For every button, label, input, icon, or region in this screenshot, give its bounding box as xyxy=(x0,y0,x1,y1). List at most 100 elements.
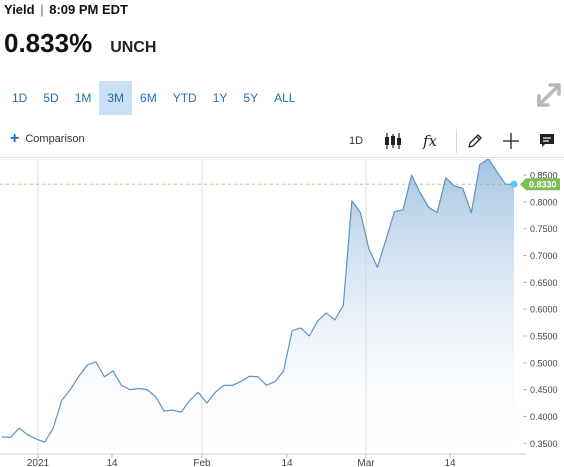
data-point xyxy=(445,177,447,179)
y-tick-label: 0.8500 xyxy=(530,171,558,181)
last-value-badge xyxy=(520,178,560,191)
y-tick-label: 0.7000 xyxy=(530,251,558,261)
chart-toolbar: + Comparison 1D fx xyxy=(0,124,564,158)
data-point xyxy=(206,402,208,404)
data-point xyxy=(334,319,336,321)
data-point xyxy=(368,248,370,250)
data-point xyxy=(351,200,353,202)
comparison-button[interactable]: + Comparison xyxy=(10,130,85,147)
y-tick-label: 0.5000 xyxy=(530,358,558,368)
data-point xyxy=(325,312,327,314)
function-icon[interactable]: fx xyxy=(418,130,442,152)
data-point xyxy=(453,185,455,187)
data-point xyxy=(95,361,97,363)
y-tick-label: 0.3500 xyxy=(530,439,558,449)
candlestick-icon[interactable] xyxy=(382,130,404,152)
range-tab-ytd[interactable]: YTD xyxy=(172,91,197,105)
range-tab-all[interactable]: ALL xyxy=(274,91,296,105)
range-tab-1y[interactable]: 1Y xyxy=(212,91,228,105)
crosshair-icon[interactable] xyxy=(500,130,522,152)
price-change: UNCH xyxy=(110,39,157,56)
data-point xyxy=(78,375,80,377)
last-price: 0.833% xyxy=(4,28,93,58)
interval-selector[interactable]: 1D xyxy=(348,135,364,147)
price-row: 0.833% UNCH xyxy=(4,28,156,59)
header-separator: | xyxy=(40,2,44,17)
quote-timestamp: 8:09 PM EDT xyxy=(49,2,128,17)
x-tick-label: 14 xyxy=(444,458,456,467)
data-point xyxy=(248,375,250,377)
data-point xyxy=(419,192,421,194)
y-tick-label: 0.7500 xyxy=(530,224,558,234)
data-point xyxy=(266,384,268,386)
data-point xyxy=(146,389,148,391)
range-tab-3m[interactable]: 3M xyxy=(99,81,133,115)
last-value-dot xyxy=(510,180,518,188)
data-point xyxy=(394,211,396,213)
data-point xyxy=(61,399,63,401)
quote-header: Yield | 8:09 PM EDT xyxy=(4,2,128,17)
data-point xyxy=(35,438,37,440)
data-point xyxy=(1,436,3,438)
data-point xyxy=(385,238,387,240)
data-point xyxy=(163,410,165,412)
expand-icon[interactable] xyxy=(536,82,562,108)
data-point xyxy=(291,330,293,332)
data-point xyxy=(317,320,319,322)
data-point xyxy=(44,441,46,443)
data-point xyxy=(376,266,378,268)
series-line xyxy=(1,158,514,443)
comparison-label: Comparison xyxy=(25,133,85,145)
data-point xyxy=(214,391,216,393)
x-tick-label: 14 xyxy=(281,458,293,467)
data-point xyxy=(240,381,242,383)
data-point xyxy=(470,212,472,214)
range-tab-5y[interactable]: 5Y xyxy=(243,91,259,105)
data-point xyxy=(180,411,182,413)
data-point xyxy=(428,206,430,208)
data-point xyxy=(189,399,191,401)
data-point xyxy=(300,327,302,329)
data-point xyxy=(479,163,481,165)
data-point xyxy=(27,434,29,436)
data-point xyxy=(402,209,404,211)
data-point xyxy=(10,436,12,438)
data-point xyxy=(18,427,20,429)
range-tab-5d[interactable]: 5D xyxy=(43,91,59,105)
y-tick-label: 0.4000 xyxy=(530,412,558,422)
data-point xyxy=(462,188,464,190)
data-point xyxy=(172,409,174,411)
range-tab-6m[interactable]: 6M xyxy=(140,91,157,105)
y-tick-label: 0.5500 xyxy=(530,332,558,342)
data-point xyxy=(359,212,361,214)
data-point xyxy=(120,384,122,386)
data-point xyxy=(86,364,88,366)
series-area-fill xyxy=(2,159,514,454)
data-point xyxy=(223,384,225,386)
time-range-tabs: 1D 5D 1M 3M 6M YTD 1Y 5Y ALL xyxy=(4,81,303,115)
plus-icon: + xyxy=(10,130,20,147)
data-point xyxy=(283,370,285,372)
x-tick-label: 2021 xyxy=(27,458,50,467)
data-point xyxy=(308,335,310,337)
chart-svg: 2021 14 Feb 14 Mar 14 0.3500 0.4000 0.4500 0.5000… xyxy=(0,158,564,467)
y-tick-label: 0.6500 xyxy=(530,278,558,288)
yield-chart[interactable]: 2021 14 Feb 14 Mar 14 0.3500 0.4000 0.4500 0.5000… xyxy=(0,158,564,467)
data-point xyxy=(436,212,438,214)
range-tab-1m[interactable]: 1M xyxy=(74,91,92,105)
data-point xyxy=(231,384,233,386)
data-point xyxy=(496,171,498,173)
data-point xyxy=(129,389,131,391)
toolbar-divider xyxy=(456,129,457,153)
data-point xyxy=(411,174,413,176)
quote-type-label: Yield xyxy=(4,2,35,17)
x-tick-label: 14 xyxy=(106,458,118,467)
fx-label: fx xyxy=(422,132,437,150)
y-tick-label: 0.6000 xyxy=(530,305,558,315)
pencil-icon[interactable] xyxy=(464,130,486,152)
x-tick-label: Mar xyxy=(357,458,375,467)
range-tab-1d[interactable]: 1D xyxy=(12,91,28,105)
message-icon[interactable] xyxy=(536,130,558,152)
data-point xyxy=(274,381,276,383)
last-value-label: 0.8330 xyxy=(529,180,557,190)
